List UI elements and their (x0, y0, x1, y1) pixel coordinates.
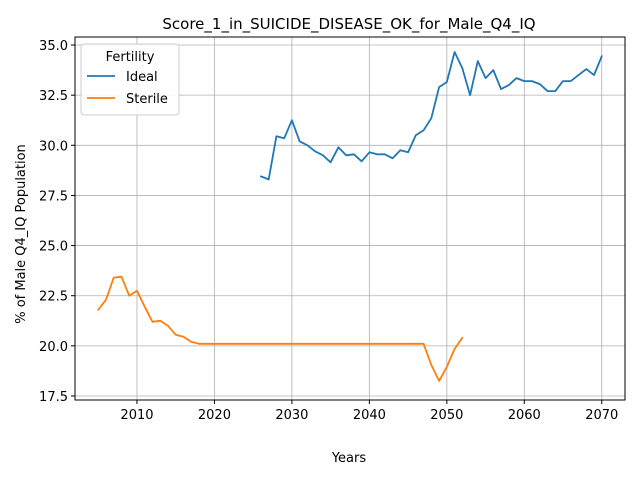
chart-title: Score_1_in_SUICIDE_DISEASE_OK_for_Male_Q… (162, 15, 535, 34)
y-tick-label: 20.0 (39, 340, 68, 355)
legend: Fertility Ideal Sterile (80, 43, 180, 116)
legend-label-ideal: Ideal (126, 70, 158, 85)
y-tick-label: 30.0 (39, 139, 68, 154)
x-tick-label: 2050 (430, 408, 463, 423)
y-tick-label: 32.5 (39, 89, 68, 104)
axis-ticks: 2010 2020 2030 2040 2050 2060 2070 17.5 20.0 22.5… (39, 39, 618, 423)
grid (75, 37, 625, 400)
x-tick-label: 2060 (508, 408, 541, 423)
y-tick-label: 17.5 (39, 390, 68, 405)
x-tick-label: 2040 (353, 408, 386, 423)
y-tick-label: 25.0 (39, 240, 68, 255)
y-tick-label: 22.5 (39, 290, 68, 305)
x-axis-label: Years (331, 451, 367, 466)
x-tick-label: 2070 (585, 408, 618, 423)
x-tick-label: 2020 (198, 408, 231, 423)
y-tick-label: 35.0 (39, 39, 68, 54)
y-axis-label: % of Male Q4_IQ Population (14, 144, 29, 324)
x-tick-label: 2030 (275, 408, 308, 423)
x-tick-label: 2010 (120, 408, 153, 423)
series-line-sterile (97, 275, 464, 382)
series-layer (97, 51, 603, 382)
legend-label-sterile: Sterile (126, 92, 168, 107)
legend-title: Fertility (106, 50, 155, 65)
y-tick-label: 27.5 (39, 189, 68, 204)
plot-frame (74, 36, 626, 401)
series-line-ideal (259, 51, 603, 181)
